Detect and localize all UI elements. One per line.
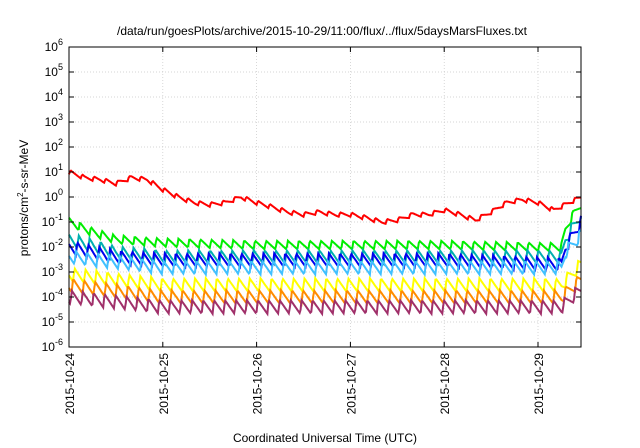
y-tick-exponent: -2 bbox=[55, 237, 63, 247]
series-line bbox=[68, 286, 582, 317]
y-tick-label: 101 bbox=[45, 162, 63, 179]
y-tick-exponent: -4 bbox=[55, 287, 63, 297]
y-tick-base: 10 bbox=[45, 40, 59, 54]
y-tick-label: 105 bbox=[45, 62, 63, 79]
x-tick-label: 2015-10-28 bbox=[438, 353, 452, 415]
y-tick-base: 10 bbox=[45, 140, 59, 154]
x-tick-label: 2015-10-25 bbox=[157, 353, 171, 415]
x-tick-label: 2015-10-24 bbox=[63, 353, 77, 415]
y-tick-base: 10 bbox=[42, 240, 56, 254]
y-tick-exponent: 4 bbox=[58, 87, 63, 97]
y-tick-label: 106 bbox=[45, 37, 63, 54]
y-tick-label: 10-4 bbox=[42, 287, 63, 304]
y-axis-label-superscript: 2 bbox=[16, 192, 25, 197]
y-tick-base: 10 bbox=[45, 190, 59, 204]
y-tick-label: 10-6 bbox=[42, 337, 63, 354]
y-tick-exponent: 1 bbox=[58, 162, 63, 172]
y-tick-base: 10 bbox=[45, 65, 59, 79]
plot-frame bbox=[68, 46, 582, 348]
y-tick-base: 10 bbox=[42, 265, 56, 279]
y-tick-label: 103 bbox=[45, 112, 63, 129]
series-line bbox=[68, 169, 582, 226]
chart-title: /data/run/goesPlots/archive/2015-10-29/1… bbox=[117, 24, 528, 38]
y-axis-label-part2: -s-sr-MeV bbox=[17, 140, 31, 193]
y-tick-exponent: 5 bbox=[58, 62, 63, 72]
x-tick-labels: 2015-10-24 2015-10-25 2015-10-26 2015-10-27… bbox=[63, 353, 546, 415]
series-line bbox=[68, 215, 582, 273]
x-axis-label: Coordinated Universal Time (UTC) bbox=[233, 431, 417, 445]
y-tick-exponent: -1 bbox=[55, 212, 63, 222]
y-axis-label-part1: protons/cm bbox=[17, 197, 31, 256]
x-tick-label: 2015-10-26 bbox=[251, 353, 265, 415]
y-tick-base: 10 bbox=[42, 215, 56, 229]
series-layer bbox=[68, 169, 582, 317]
y-tick-labels: 10-610-510-410-310-210-11001011021031041… bbox=[42, 37, 63, 354]
y-tick-base: 10 bbox=[42, 340, 56, 354]
x-tick-label: 2015-10-29 bbox=[532, 353, 546, 415]
y-tick-exponent: 6 bbox=[58, 37, 63, 47]
y-tick-label: 10-3 bbox=[42, 262, 63, 279]
y-tick-label: 104 bbox=[45, 87, 63, 104]
series-line bbox=[68, 275, 582, 307]
y-tick-label: 10-1 bbox=[42, 212, 63, 229]
y-tick-base: 10 bbox=[45, 165, 59, 179]
y-tick-exponent: 0 bbox=[58, 187, 63, 197]
y-tick-exponent: 2 bbox=[58, 137, 63, 147]
series-line bbox=[68, 207, 582, 254]
y-tick-label: 10-5 bbox=[42, 312, 63, 329]
y-tick-label: 10-2 bbox=[42, 237, 63, 254]
y-tick-label: 100 bbox=[45, 187, 63, 204]
series-line bbox=[68, 229, 582, 278]
x-tick-label: 2015-10-27 bbox=[344, 353, 358, 415]
y-tick-exponent: 3 bbox=[58, 112, 63, 122]
y-axis-label: protons/cm2-s-sr-MeV bbox=[16, 140, 31, 256]
y-tick-base: 10 bbox=[45, 115, 59, 129]
y-tick-exponent: -3 bbox=[55, 262, 63, 272]
y-tick-exponent: -6 bbox=[55, 337, 63, 347]
y-tick-label: 102 bbox=[45, 137, 63, 154]
y-tick-base: 10 bbox=[42, 290, 56, 304]
y-tick-base: 10 bbox=[45, 90, 59, 104]
y-tick-exponent: -5 bbox=[55, 312, 63, 322]
y-tick-base: 10 bbox=[42, 315, 56, 329]
